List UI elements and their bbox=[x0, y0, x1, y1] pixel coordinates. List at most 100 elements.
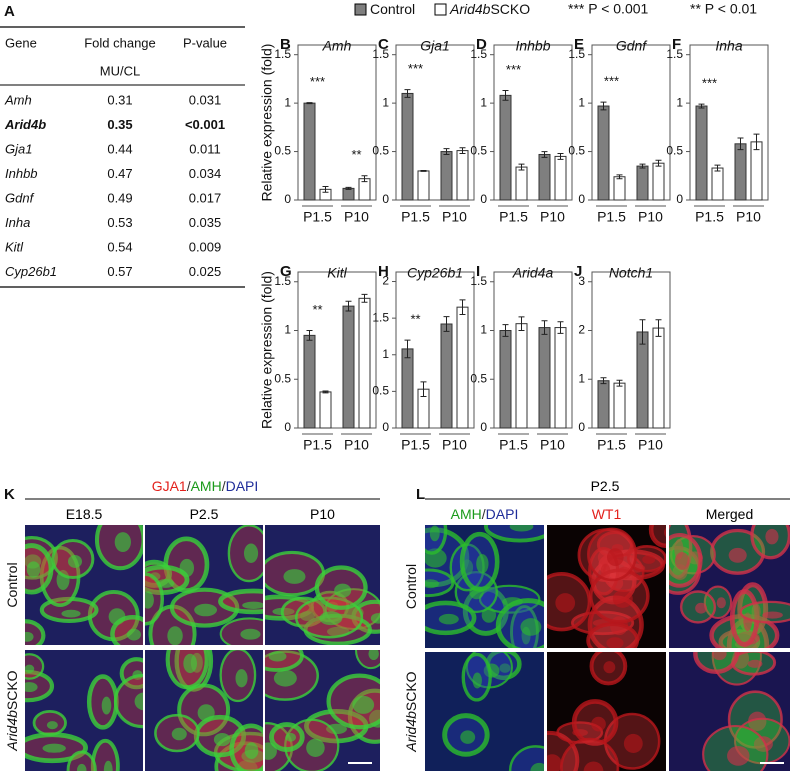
table-cell: Arid4b bbox=[4, 117, 46, 132]
error-bar bbox=[557, 153, 564, 160]
column-label-part: DAPI bbox=[486, 506, 519, 522]
tubule-core bbox=[663, 527, 666, 538]
x-tick-label: P1.5 bbox=[499, 437, 528, 453]
error-bar bbox=[655, 319, 662, 337]
row-label: Arid4bSCKO bbox=[4, 670, 20, 751]
x-tick-label: P10 bbox=[344, 437, 369, 453]
bar bbox=[554, 155, 567, 201]
significance: ** bbox=[312, 302, 322, 317]
bar bbox=[456, 150, 469, 201]
bar bbox=[342, 187, 355, 201]
panel-label: G bbox=[280, 263, 292, 280]
significance: *** bbox=[408, 61, 423, 76]
tubule-core bbox=[25, 682, 38, 693]
error-bar bbox=[443, 316, 450, 332]
y-tick-label: 0 bbox=[284, 420, 291, 434]
error-bar bbox=[557, 321, 564, 334]
plot-frame bbox=[591, 271, 671, 429]
panel-label: J bbox=[574, 263, 582, 280]
bar bbox=[538, 327, 551, 429]
tubule bbox=[648, 525, 666, 549]
y-tick-label: 1.5 bbox=[470, 274, 487, 288]
tubule-core bbox=[103, 760, 113, 771]
significance: *** bbox=[506, 62, 521, 77]
significance: *** bbox=[702, 76, 717, 91]
table-cell: Gja1 bbox=[5, 141, 32, 156]
tubule-core bbox=[273, 669, 297, 687]
micrograph bbox=[265, 525, 380, 645]
y-tick-label: 1 bbox=[578, 95, 585, 109]
chart-title: Amh bbox=[322, 38, 352, 54]
chart-title: Cyp26b1 bbox=[407, 265, 463, 281]
tubule-core bbox=[642, 555, 656, 564]
tubule-core bbox=[612, 589, 633, 608]
chart-title: Gja1 bbox=[420, 38, 450, 54]
y-tick-label: 0.5 bbox=[666, 144, 683, 158]
y-tick-label: 0 bbox=[382, 420, 389, 434]
plot-frame bbox=[395, 44, 475, 201]
tubule-core bbox=[25, 664, 35, 674]
y-tick-label: 1.5 bbox=[470, 47, 487, 61]
bar bbox=[401, 348, 414, 429]
tubule-core bbox=[460, 730, 476, 744]
table-cell: 0.47 bbox=[107, 166, 132, 181]
tubule-core bbox=[476, 554, 489, 574]
panel-label: D bbox=[476, 36, 487, 53]
micrograph bbox=[265, 650, 380, 771]
column-label: P2.5 bbox=[190, 506, 219, 522]
y-tick-label: 1 bbox=[480, 323, 487, 337]
column-label: AMH/DAPI bbox=[451, 506, 519, 522]
error-bar bbox=[420, 169, 427, 172]
legend-note: ** P < 0.01 bbox=[690, 1, 757, 17]
micrograph bbox=[25, 650, 143, 771]
table-cell: 0.009 bbox=[189, 239, 222, 254]
tubule-core bbox=[114, 532, 131, 553]
significance: ** bbox=[410, 312, 420, 327]
y-tick-label: 0 bbox=[284, 192, 291, 206]
x-tick-label: P1.5 bbox=[303, 437, 332, 453]
table-cell: Inha bbox=[5, 215, 30, 230]
column-label-part: / bbox=[482, 506, 486, 522]
x-tick-label: P10 bbox=[638, 437, 663, 453]
panel-label: I bbox=[476, 263, 480, 280]
tubule-core bbox=[134, 692, 143, 711]
tubule-core bbox=[46, 721, 58, 730]
micrograph bbox=[547, 525, 666, 648]
bar bbox=[652, 327, 665, 429]
error-bar bbox=[518, 163, 525, 171]
error-bar bbox=[541, 151, 548, 158]
bar bbox=[515, 323, 528, 429]
legend-label: Control bbox=[370, 1, 415, 17]
y-tick-label: 1.5 bbox=[274, 274, 291, 288]
panel-title-part: P2.5 bbox=[591, 478, 620, 494]
error-bar bbox=[443, 148, 450, 155]
error-bar bbox=[322, 185, 329, 193]
tubule-core bbox=[368, 650, 379, 661]
error-bar bbox=[698, 103, 705, 109]
micrograph bbox=[425, 525, 544, 648]
x-tick-label: P1.5 bbox=[401, 437, 430, 453]
tubule-core bbox=[213, 732, 231, 747]
column-label-part: P2.5 bbox=[190, 506, 219, 522]
tubule-core bbox=[242, 601, 263, 609]
table-header: Fold change bbox=[84, 35, 156, 50]
tubule-core bbox=[334, 583, 352, 598]
table-cell: 0.35 bbox=[107, 117, 132, 132]
y-tick-label: 0.5 bbox=[470, 144, 487, 158]
column-label: Merged bbox=[706, 506, 753, 522]
tubule-core bbox=[268, 651, 287, 662]
tubule-core bbox=[623, 733, 643, 754]
bar bbox=[636, 165, 649, 201]
error-bar bbox=[306, 330, 313, 341]
table-subheader: MU/CL bbox=[100, 63, 140, 78]
tubule bbox=[66, 750, 97, 771]
error-bar bbox=[306, 102, 313, 105]
x-tick-label: P10 bbox=[736, 209, 761, 225]
tubule-core bbox=[509, 525, 534, 532]
table-cell: Kitl bbox=[5, 239, 24, 254]
x-tick-label: P1.5 bbox=[303, 209, 332, 225]
error-bar bbox=[459, 147, 466, 154]
y-tick-label: 0 bbox=[480, 420, 487, 434]
table-cell: 0.017 bbox=[189, 190, 222, 205]
